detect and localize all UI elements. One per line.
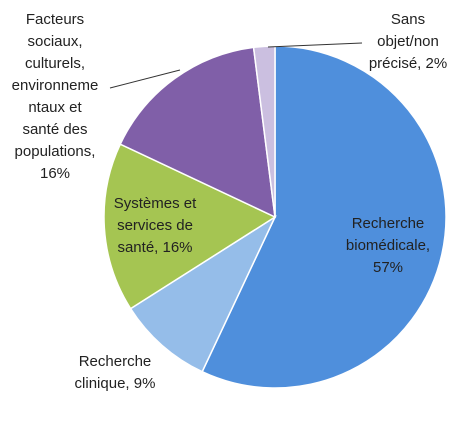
slice-label: culturels, — [25, 55, 85, 72]
slice-label: Recherche — [79, 353, 152, 370]
slice-label: biomédicale, — [346, 237, 430, 254]
slice-label: santé des — [22, 121, 87, 138]
leader-line — [109, 69, 181, 89]
slice-label: Systèmes et — [114, 195, 197, 212]
slice-label: populations, — [15, 143, 96, 160]
leader-line — [267, 42, 363, 48]
slice-label: Recherche — [352, 215, 425, 232]
slice-label: environneme — [12, 77, 99, 94]
pie-slice — [252, 45, 276, 218]
slice-label: précisé, 2% — [369, 55, 447, 72]
slice-label: sociaux, — [27, 33, 82, 50]
slice-label: ntaux et — [28, 99, 82, 116]
slice-label: santé, 16% — [117, 239, 192, 256]
pie-slice — [129, 214, 277, 373]
slice-label: clinique, 9% — [75, 375, 156, 392]
pie-slice — [103, 143, 277, 310]
slice-label: 57% — [373, 259, 403, 276]
slice-label: services de — [117, 217, 193, 234]
slice-label: objet/non — [377, 33, 439, 50]
slice-label: 16% — [40, 165, 70, 182]
slice-label: Sans — [391, 11, 425, 28]
pie-slice — [201, 45, 447, 389]
pie-slice — [119, 46, 276, 219]
slice-label: Facteurs — [26, 11, 84, 28]
